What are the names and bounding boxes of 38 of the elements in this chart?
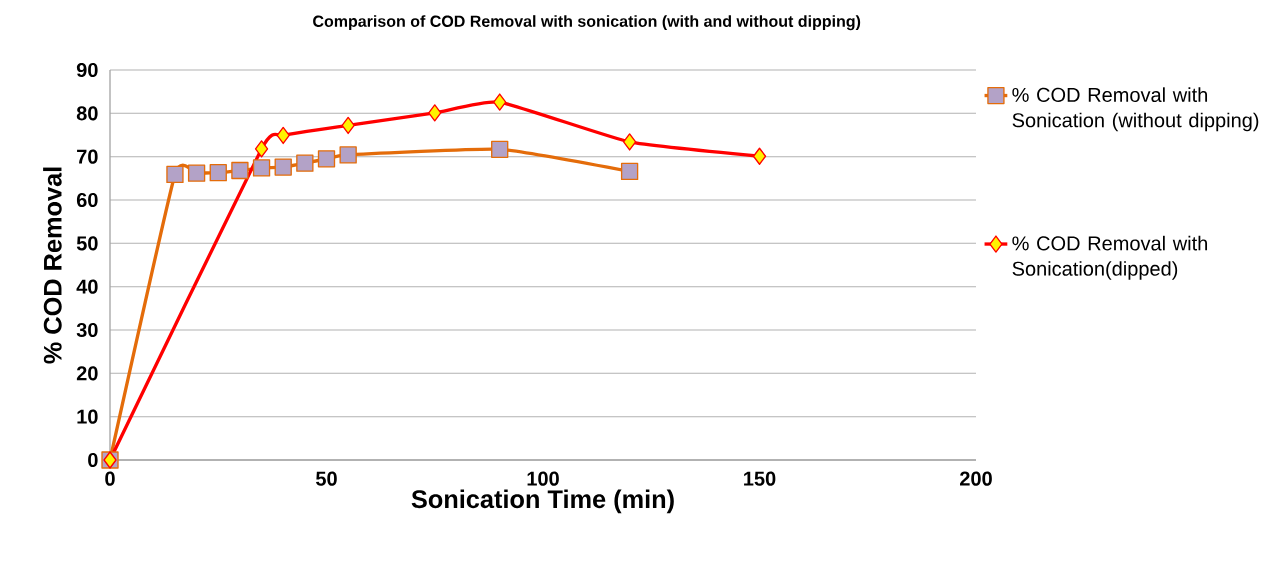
point — [209, 164, 227, 182]
point — [752, 147, 767, 165]
point — [428, 104, 442, 122]
y-tick-label: 80 — [76, 106, 98, 121]
point — [166, 165, 184, 184]
y-tick-label: 0 — [88, 452, 98, 468]
point — [252, 159, 271, 177]
y-tick-label: 70 — [77, 149, 98, 164]
point — [491, 140, 509, 158]
legend-label: % COD Removal with Sonication(dipped) — [1012, 235, 1208, 280]
y-tick-label: 20 — [76, 366, 98, 381]
point — [317, 150, 336, 168]
chart-title: Comparison of COD Removal with sonication (with and without dipping) — [313, 15, 861, 31]
x-tick-label: 150 — [744, 471, 776, 486]
x-tick-label: 100 — [527, 471, 559, 486]
point — [187, 164, 206, 182]
x-tick-label: 50 — [315, 471, 337, 486]
point — [339, 146, 357, 164]
point — [274, 158, 292, 176]
x-tick-label: 0 — [105, 471, 115, 486]
y-tick-label: 60 — [76, 192, 98, 208]
y-axis-title: % COD Removal — [43, 167, 62, 364]
legend-label: % COD Removal with Sonication (without dipping) — [1012, 87, 1259, 132]
y-tick-label: 50 — [76, 236, 98, 251]
y-tick-label: 30 — [76, 322, 98, 338]
point — [493, 93, 507, 111]
x-tick-label: 200 — [960, 471, 992, 486]
x-axis-title: Sonication Time (min) — [411, 489, 674, 514]
y-tick-label: 90 — [76, 62, 98, 78]
point — [622, 133, 637, 151]
point — [341, 116, 355, 135]
point — [620, 162, 639, 181]
point — [254, 140, 269, 158]
y-tick-label: 10 — [77, 409, 98, 424]
point — [231, 161, 249, 180]
y-tick-label: 40 — [76, 279, 98, 294]
point — [276, 126, 290, 145]
point — [296, 154, 314, 172]
